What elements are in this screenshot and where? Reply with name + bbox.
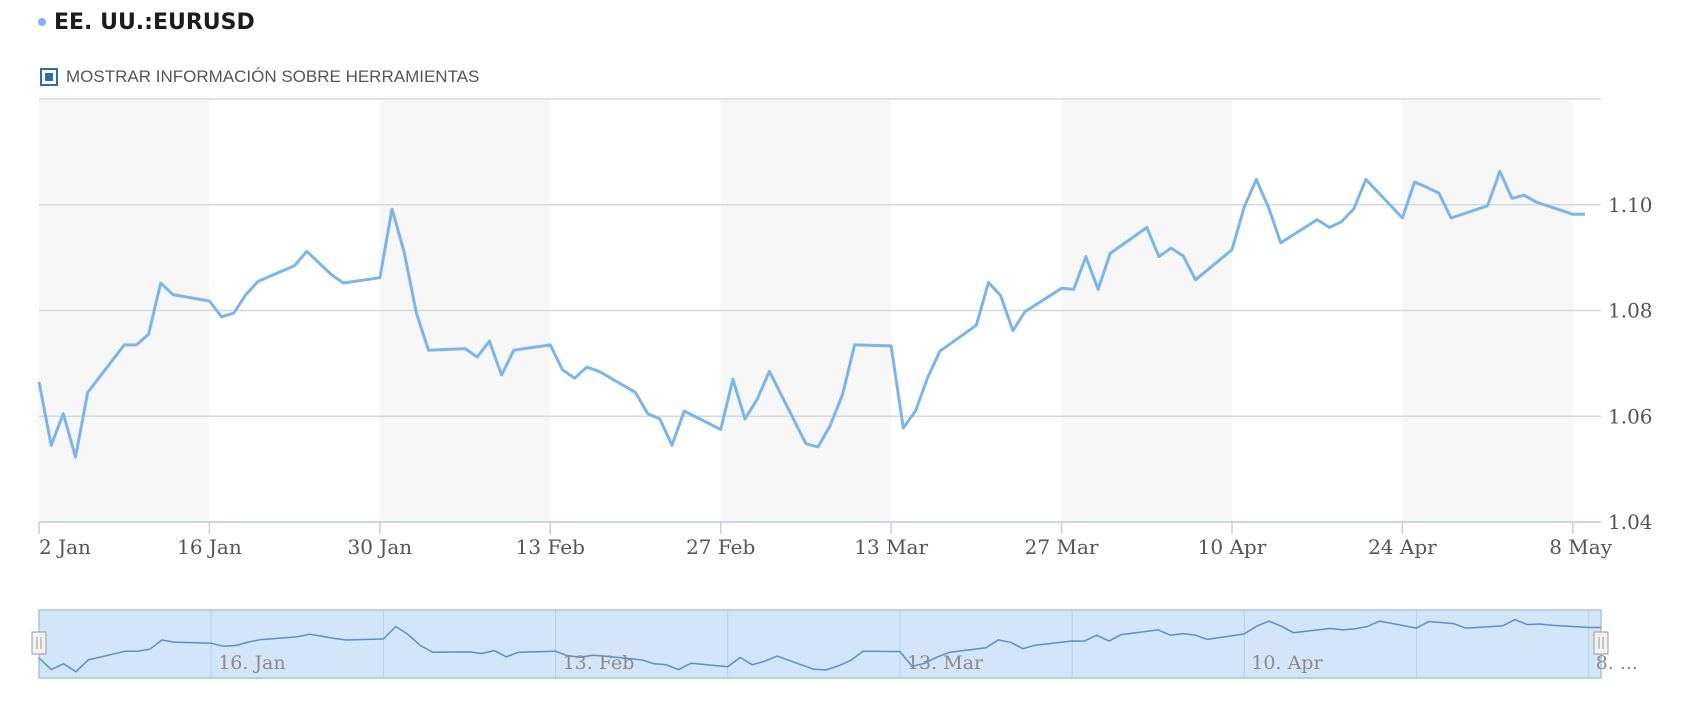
tooltip-checkbox[interactable]: [40, 68, 58, 86]
y-tick-label: 1.08: [1608, 299, 1653, 323]
navigator-label: 8. ...: [1596, 652, 1638, 674]
series-dot: [38, 18, 46, 26]
navigator-right-handle[interactable]: [1593, 631, 1609, 655]
navigator-label: 13. Feb: [563, 652, 635, 674]
navigator-label: 13. Mar: [907, 652, 984, 674]
y-tick-label: 1.10: [1608, 193, 1653, 217]
chart-title: EE. UU.:EURUSD: [54, 9, 255, 35]
x-tick-label: 8 May: [1549, 535, 1612, 559]
x-tick-label: 30 Jan: [348, 535, 413, 559]
x-tick-label: 2 Jan: [39, 535, 91, 559]
y-tick-label: 1.06: [1608, 404, 1653, 428]
x-tick-label: 27 Mar: [1025, 535, 1099, 559]
navigator-label: 16. Jan: [218, 652, 285, 674]
checkbox-checked-mark: [45, 73, 53, 81]
series-line[interactable]: [37, 169, 1585, 459]
y-tick-label: 1.04: [1608, 510, 1653, 534]
x-tick-label: 13 Mar: [854, 535, 928, 559]
x-tick-label: 24 Apr: [1368, 535, 1437, 559]
x-tick-label: 13 Feb: [516, 535, 585, 559]
x-tick-label: 16 Jan: [177, 535, 242, 559]
navigator[interactable]: 16. Jan 13. Feb 13. Mar 10. Apr 8. ...: [31, 609, 1638, 679]
tooltip-toggle[interactable]: MOSTRAR INFORMACIÓN SOBRE HERRAMIENTAS: [40, 66, 479, 88]
x-axis: 2 Jan 16 Jan 30 Jan 13 Feb 27 Feb 13 Mar 27 Ma…: [38, 521, 1613, 559]
navigator-window[interactable]: [38, 609, 1602, 679]
navigator-label: 10. Apr: [1251, 652, 1323, 674]
y-axis: 1.04 1.06 1.08 1.10: [1608, 193, 1653, 534]
navigator-series: [38, 618, 1601, 673]
x-tick-label: 10 Apr: [1198, 535, 1267, 559]
navigator-left-handle[interactable]: [31, 631, 47, 655]
x-tick-label: 27 Feb: [686, 535, 755, 559]
chart-header: EE. UU.:EURUSD: [38, 6, 255, 38]
tooltip-toggle-label: MOSTRAR INFORMACIÓN SOBRE HERRAMIENTAS: [66, 67, 480, 86]
